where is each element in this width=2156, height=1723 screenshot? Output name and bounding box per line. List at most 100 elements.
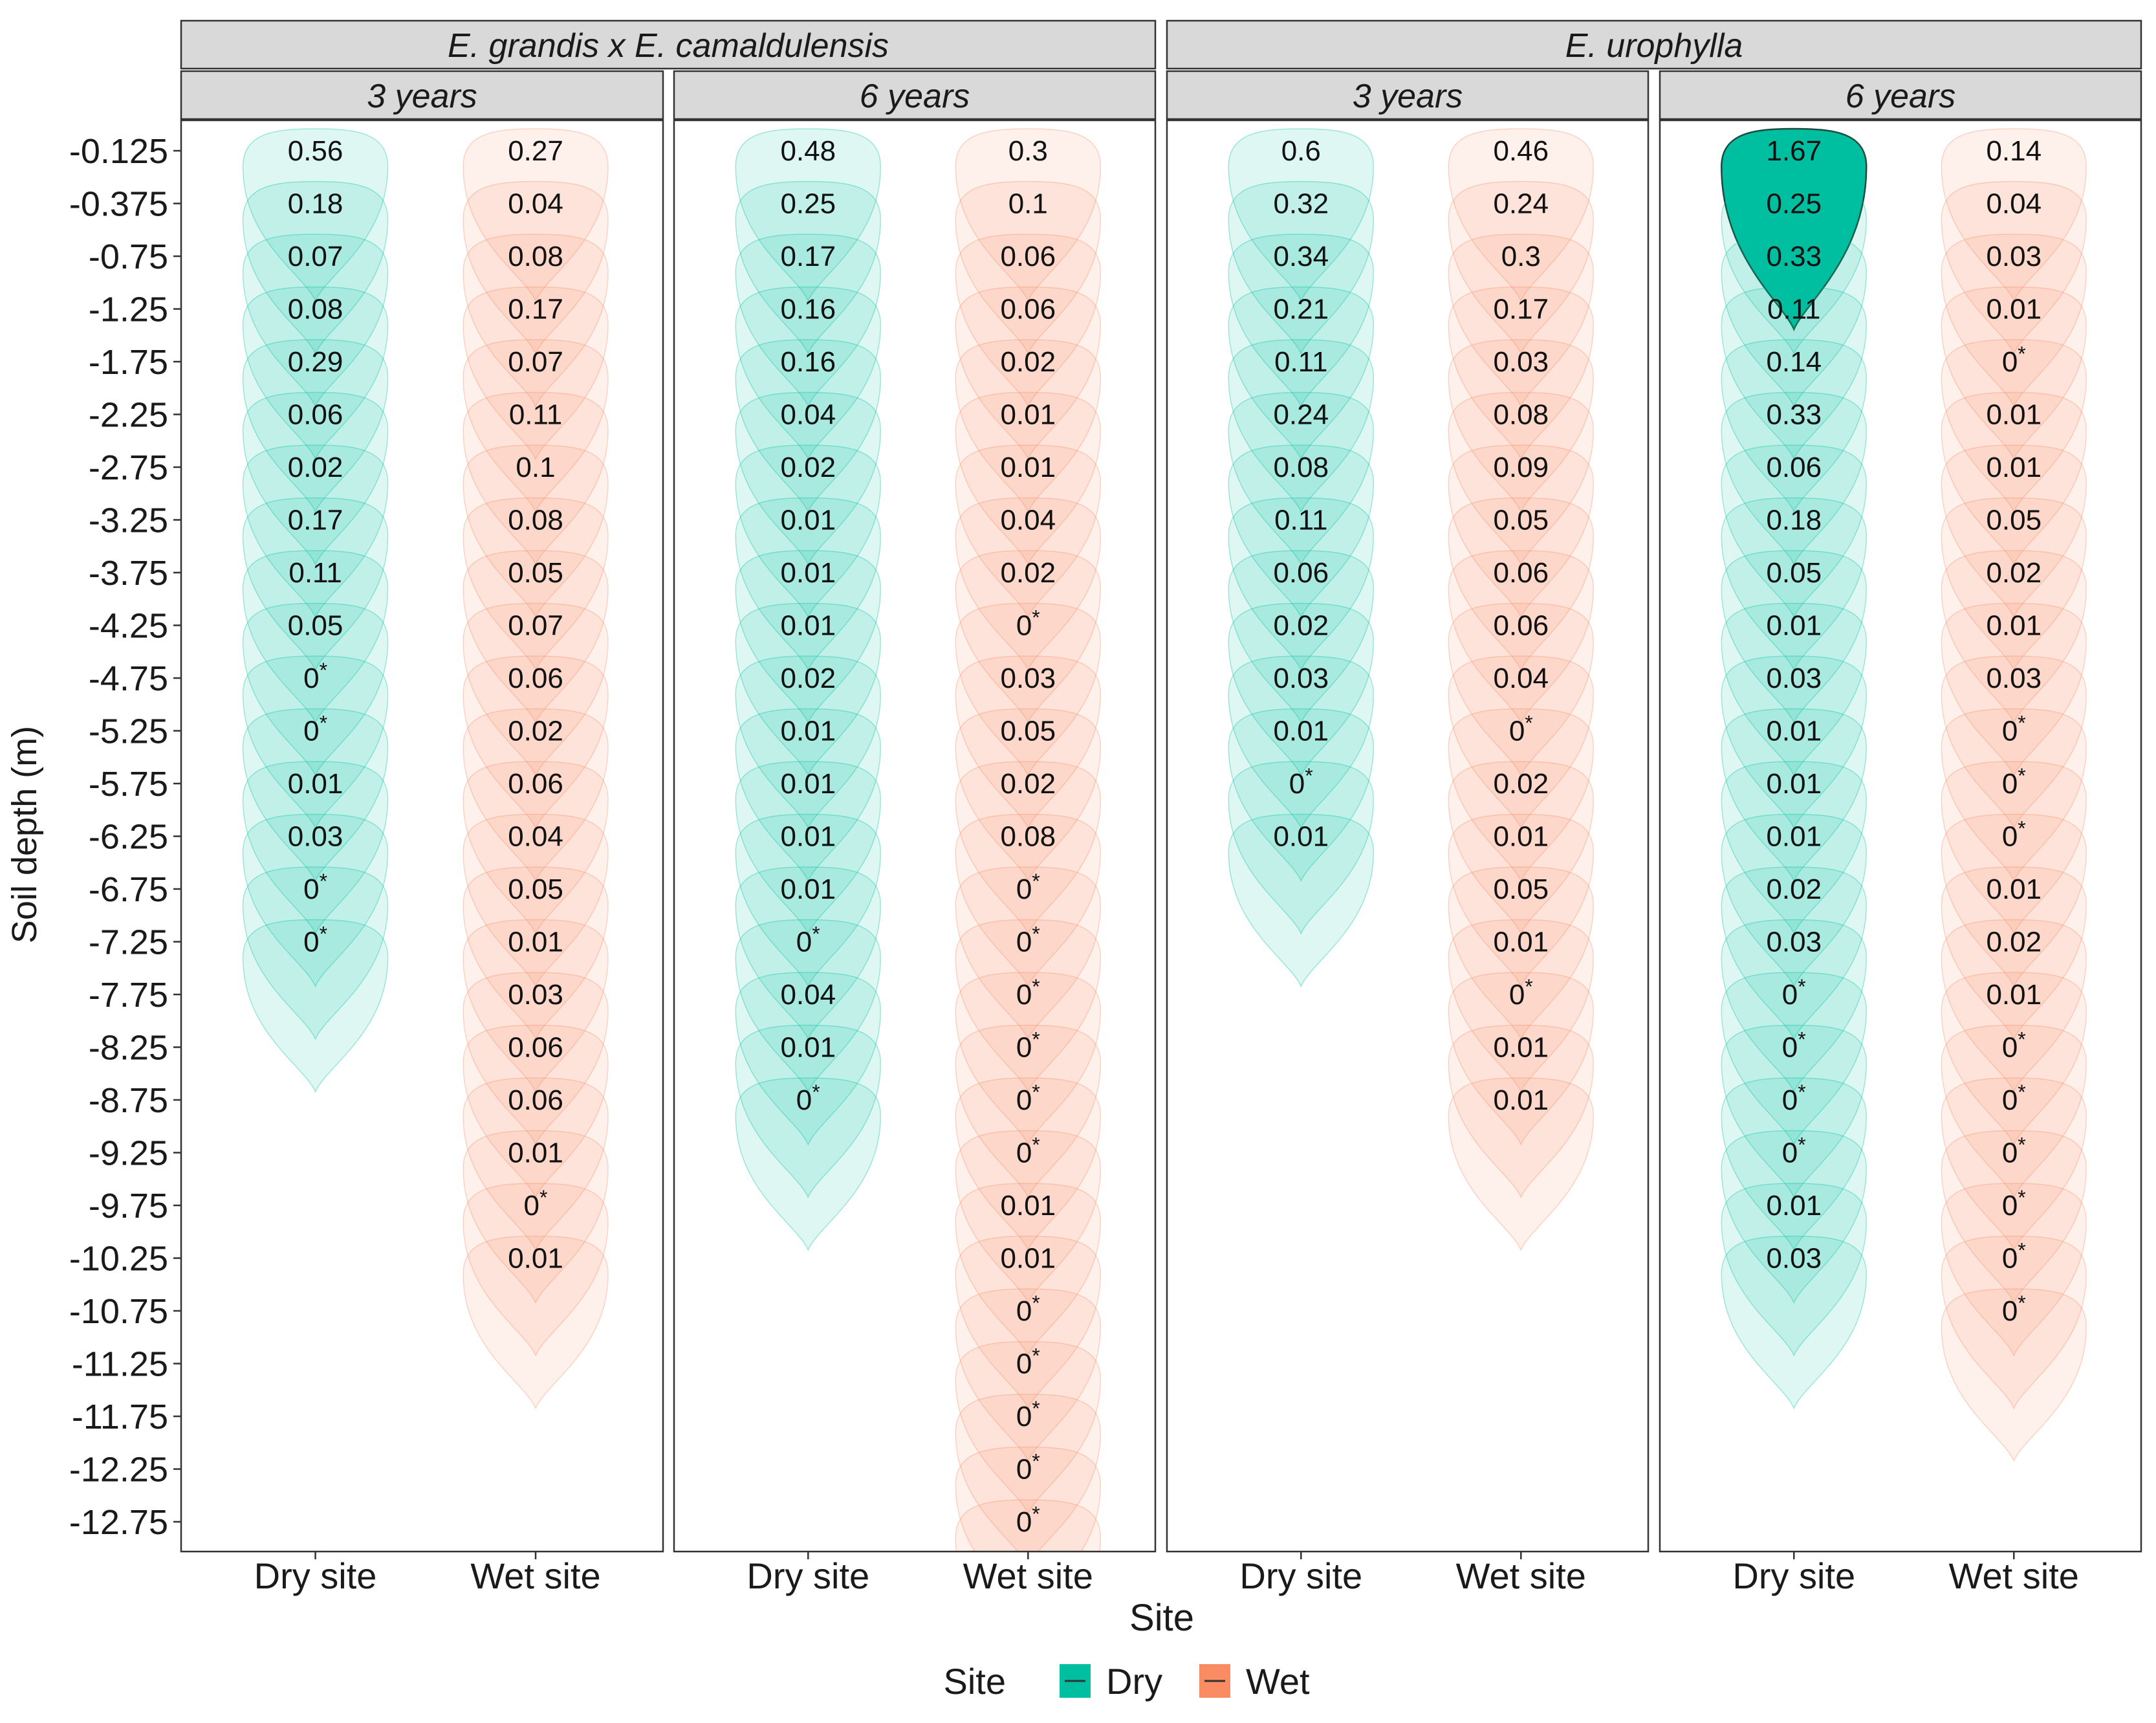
x-axis: Dry site Wet site Dry site Wet site Dry site… xyxy=(254,1552,2079,1596)
value-label: 0.46 xyxy=(1493,135,1549,167)
value-label: 0.04 xyxy=(1493,663,1549,694)
value-label: 0* xyxy=(1016,1344,1040,1380)
violin-shape xyxy=(1941,1183,2087,1357)
value-label: 0.06 xyxy=(508,1084,563,1116)
legend-label: Dry xyxy=(1106,1661,1162,1702)
violin-shape xyxy=(1721,708,1867,883)
panel-background xyxy=(674,120,1155,1552)
y-tick-label: -8.75 xyxy=(89,1081,168,1120)
value-label: 0.04 xyxy=(508,821,563,853)
value-label: 0.03 xyxy=(1273,663,1329,694)
violin-shape xyxy=(1941,234,2087,408)
value-label: 0.11 xyxy=(1767,294,1820,325)
violin-shape xyxy=(1448,919,1595,1093)
value-label: 0.05 xyxy=(1493,873,1549,905)
value-label: 0.05 xyxy=(1986,505,2042,536)
violin-shape xyxy=(735,972,882,1146)
value-label: 0.06 xyxy=(288,399,343,431)
violin-shape xyxy=(1941,497,2087,672)
violin-shape xyxy=(955,1235,1102,1410)
x-tick-label: Wet site xyxy=(1456,1555,1586,1596)
value-label: 0.18 xyxy=(288,188,343,220)
y-tick-label: -5.25 xyxy=(89,712,168,751)
violin-dry xyxy=(735,128,882,1251)
y-tick-label: -2.25 xyxy=(89,396,168,435)
violin-shape xyxy=(735,391,882,566)
value-label: 0.48 xyxy=(780,135,836,167)
y-axis: -0.125 -0.375 -0.75 -1.25 -1.75 -2.25 -2.75 -3.… xyxy=(69,132,181,1542)
strip-background xyxy=(1166,70,1650,120)
violin-shape xyxy=(1448,813,1595,988)
x-tick-label: Dry site xyxy=(746,1555,869,1596)
value-label: 0.3 xyxy=(1501,241,1541,272)
violin-shape xyxy=(242,128,389,302)
violin-shape xyxy=(463,1077,609,1251)
violin-wet xyxy=(1941,128,2087,1462)
value-label: 0.01 xyxy=(1493,821,1549,853)
violin-shape xyxy=(955,813,1102,988)
violin-shape xyxy=(242,813,389,988)
violin-shape xyxy=(463,761,609,935)
value-label: 0.08 xyxy=(1273,452,1329,483)
violin-shape xyxy=(735,234,882,408)
value-label: 0.06 xyxy=(1493,557,1549,589)
value-label: 0* xyxy=(1016,1502,1040,1538)
y-tick-label: -0.375 xyxy=(69,185,168,224)
value-label: 0.04 xyxy=(1000,505,1056,536)
violin-shape xyxy=(955,1130,1102,1304)
violin-shape xyxy=(1448,391,1595,566)
value-label: 0.01 xyxy=(1000,399,1056,431)
violin-shape xyxy=(955,497,1102,672)
violin-shape xyxy=(1721,602,1867,777)
violin-shape xyxy=(1941,1288,2087,1462)
violin-shape xyxy=(242,234,389,408)
value-label: 0.25 xyxy=(1766,188,1822,220)
violin-shape xyxy=(955,972,1102,1146)
violin-shape xyxy=(1941,444,2087,619)
panel-border xyxy=(1166,119,1650,1553)
strip-background xyxy=(673,70,1157,120)
age-label: 3 years xyxy=(367,78,477,115)
value-label: 0.08 xyxy=(1000,821,1056,853)
value-label: 0.03 xyxy=(1493,346,1549,378)
violin-shape xyxy=(463,972,609,1146)
violin-shape xyxy=(1941,1130,2087,1304)
panel-background xyxy=(1167,120,1648,1552)
violin-shape xyxy=(1941,813,2087,988)
value-label: 0.03 xyxy=(1766,663,1822,694)
value-label: 0.03 xyxy=(508,979,563,1011)
violin-shape xyxy=(735,550,882,724)
violin-shape xyxy=(1941,602,2087,777)
violin-shape xyxy=(242,866,389,1040)
violin-dry xyxy=(1228,128,1375,988)
value-label: 0.01 xyxy=(1273,716,1329,747)
value-label: 0.06 xyxy=(1273,557,1329,589)
violin-shape xyxy=(242,602,389,777)
violin-shape xyxy=(1448,866,1595,1040)
y-tick-label: -4.75 xyxy=(89,659,168,698)
value-label: 0* xyxy=(2002,712,2026,747)
violin-shape xyxy=(463,391,609,566)
value-label: 0.34 xyxy=(1273,241,1329,272)
value-label: 0.01 xyxy=(780,557,836,589)
violin-shape xyxy=(1941,339,2087,513)
violin-shape xyxy=(955,444,1102,619)
violin-shape xyxy=(955,866,1102,1040)
violin-shape xyxy=(1721,761,1867,935)
violin-shape xyxy=(242,391,389,566)
violin-shape xyxy=(1448,444,1595,619)
violin-shape xyxy=(1721,1024,1867,1199)
value-label: 0.06 xyxy=(1000,241,1056,272)
violin-shape xyxy=(955,708,1102,883)
violin-shape xyxy=(463,1183,609,1357)
violin-shape xyxy=(242,339,389,513)
value-label: 0.01 xyxy=(1986,399,2042,431)
age-label: 6 years xyxy=(860,78,970,115)
value-label: 0.01 xyxy=(1493,1032,1549,1064)
y-tick-label: -8.25 xyxy=(89,1029,168,1068)
violin-shape xyxy=(1448,1024,1595,1199)
violin-shape xyxy=(1228,128,1375,302)
value-label: 0.08 xyxy=(508,505,563,536)
violin-shape xyxy=(1721,497,1867,672)
violin-shape xyxy=(1448,761,1595,935)
